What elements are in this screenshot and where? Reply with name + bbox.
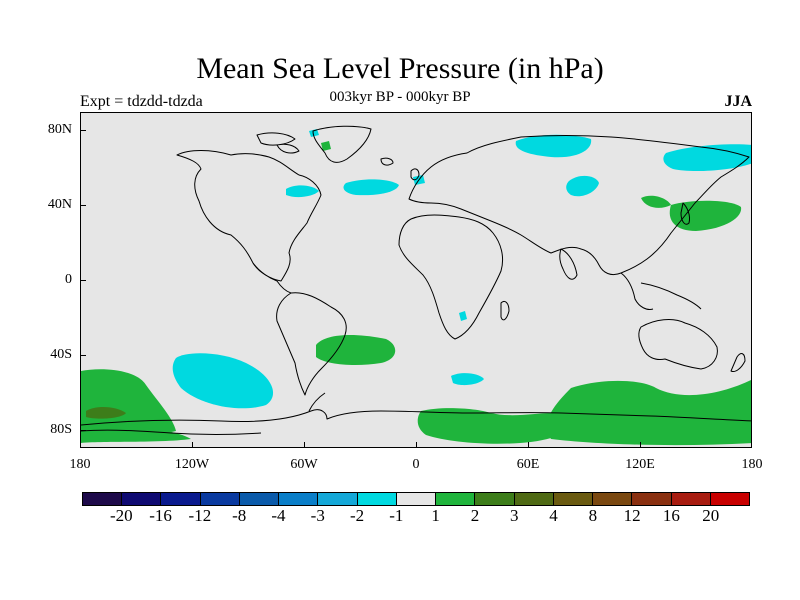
lat-label-40s: 40S bbox=[50, 347, 72, 362]
colorbar-label-14: 16 bbox=[662, 506, 680, 525]
colorbar-label-15: 20 bbox=[702, 506, 720, 525]
southern-ocean-positive-atlantic bbox=[417, 408, 551, 444]
ross-ice-coastline bbox=[81, 429, 262, 435]
africa-small-negative bbox=[459, 311, 467, 321]
africa-coastline bbox=[398, 214, 504, 340]
colorbar-label-4: -4 bbox=[271, 506, 286, 525]
x-tick-120e bbox=[640, 442, 641, 448]
season-label: JJA bbox=[724, 93, 752, 110]
colorbar-label-6: -2 bbox=[349, 506, 365, 525]
north-atlantic-negative bbox=[343, 179, 399, 196]
south-america-coastline bbox=[276, 292, 347, 396]
x-tick-120w bbox=[192, 442, 193, 448]
colorbar-box-10 bbox=[475, 493, 515, 505]
colorbar-box-7 bbox=[357, 493, 397, 505]
madagascar-coastline bbox=[500, 300, 510, 321]
north-pacific-positive bbox=[669, 200, 742, 231]
australia-coastline bbox=[638, 319, 718, 370]
colorbar-box-4 bbox=[239, 493, 280, 505]
lat-label-80n: 80N bbox=[47, 122, 72, 137]
colorbar-label-9: 2 bbox=[470, 506, 480, 525]
colorbar-label-7: -1 bbox=[389, 506, 404, 525]
x-tick-0 bbox=[416, 442, 417, 448]
antarctic-peninsula-coastline bbox=[308, 392, 326, 412]
south-indian-negative bbox=[451, 373, 484, 386]
chart-title: Mean Sea Level Pressure (in hPa) bbox=[196, 52, 604, 85]
lon-label-180w: 180 bbox=[69, 457, 91, 472]
colorbar-box-5 bbox=[279, 493, 319, 505]
north-pacific-arctic-negative bbox=[663, 144, 751, 171]
colorbar-label-2: -12 bbox=[188, 506, 212, 525]
india-coastline bbox=[559, 248, 578, 280]
x-tick-60e bbox=[528, 442, 529, 448]
colorbar-label-10: 3 bbox=[509, 506, 519, 525]
japan-coastline bbox=[680, 202, 690, 225]
lat-label-80s: 80S bbox=[50, 422, 72, 437]
colorbar-label-8: 1 bbox=[431, 506, 440, 525]
colorbar-box-12 bbox=[553, 493, 594, 505]
southeast-asia-coastline bbox=[620, 272, 702, 310]
colorbar-box-3 bbox=[200, 493, 240, 505]
colorbar-box-0 bbox=[83, 493, 123, 505]
colorbar-box-6 bbox=[318, 493, 358, 505]
colorbar-box-8 bbox=[396, 493, 437, 505]
colorbar-label-11: 4 bbox=[549, 506, 558, 525]
colorbar-box-1 bbox=[122, 493, 162, 505]
colorbar-box-9 bbox=[436, 493, 476, 505]
lon-label-120w: 120W bbox=[174, 457, 210, 472]
y-tick-40n bbox=[80, 205, 86, 206]
east-asia-positive bbox=[641, 195, 671, 208]
coastlines bbox=[81, 125, 751, 435]
europe-asia-coastline bbox=[408, 135, 750, 276]
lon-label-120e: 120E bbox=[625, 457, 655, 472]
colorbar-box-2 bbox=[161, 493, 201, 505]
south-atlantic-positive bbox=[316, 335, 396, 365]
arctic-small-negative bbox=[309, 129, 319, 137]
lon-label-60w: 60W bbox=[290, 457, 318, 472]
colorbar-box-14 bbox=[632, 493, 672, 505]
y-tick-40s bbox=[80, 355, 86, 356]
central-america-coastline bbox=[252, 262, 292, 294]
south-pacific-negative bbox=[172, 353, 274, 409]
y-tick-80s bbox=[80, 430, 86, 431]
iceland-coastline bbox=[380, 157, 394, 166]
anomaly-fields bbox=[81, 129, 751, 446]
colorbar-label-5: -3 bbox=[310, 506, 325, 525]
lon-label-0: 0 bbox=[412, 457, 420, 472]
colorbar-label-13: 12 bbox=[623, 506, 641, 525]
lon-label-60e: 60E bbox=[516, 457, 540, 472]
experiment-label: Expt = tdzdd-tdzda bbox=[80, 93, 203, 110]
lat-label-0: 0 bbox=[65, 272, 72, 287]
greenland-small-positive bbox=[321, 141, 331, 151]
southern-ocean-positive-east bbox=[547, 379, 751, 446]
map-canvas bbox=[81, 125, 751, 446]
y-tick-0 bbox=[80, 280, 86, 281]
colorbar-box-16 bbox=[710, 493, 749, 505]
chart-subtitle: 003kyr BP - 000kyr BP bbox=[329, 89, 471, 105]
colorbar-box-13 bbox=[593, 493, 633, 505]
ross-sea-positive-core bbox=[86, 407, 126, 419]
uk-coastline bbox=[410, 168, 420, 181]
north-america-coastline bbox=[176, 150, 322, 282]
colorbar-box-11 bbox=[514, 493, 554, 505]
mediterranean-negative bbox=[566, 175, 599, 197]
colorbar-label-3: -8 bbox=[232, 506, 247, 525]
x-tick-60w bbox=[304, 442, 305, 448]
southern-ocean-positive-west-edge bbox=[81, 425, 191, 443]
lat-label-40n: 40N bbox=[47, 197, 72, 212]
colorbar-label-0: -20 bbox=[109, 506, 133, 525]
colorbar-label-12: 8 bbox=[588, 506, 598, 525]
lon-label-180e: 180 bbox=[741, 457, 763, 472]
arctic-islands-coastline bbox=[256, 132, 300, 154]
colorbar-box-15 bbox=[671, 493, 711, 505]
colorbar bbox=[82, 492, 750, 506]
new-zealand-coastline bbox=[730, 353, 746, 372]
arctic-siberia-negative bbox=[515, 134, 592, 158]
y-tick-80n bbox=[80, 130, 86, 131]
world-map bbox=[80, 112, 752, 448]
hudson-negative bbox=[286, 185, 319, 198]
antarctica-coastline bbox=[81, 409, 751, 426]
colorbar-label-1: -16 bbox=[149, 506, 172, 525]
greenland-coastline bbox=[312, 125, 372, 163]
